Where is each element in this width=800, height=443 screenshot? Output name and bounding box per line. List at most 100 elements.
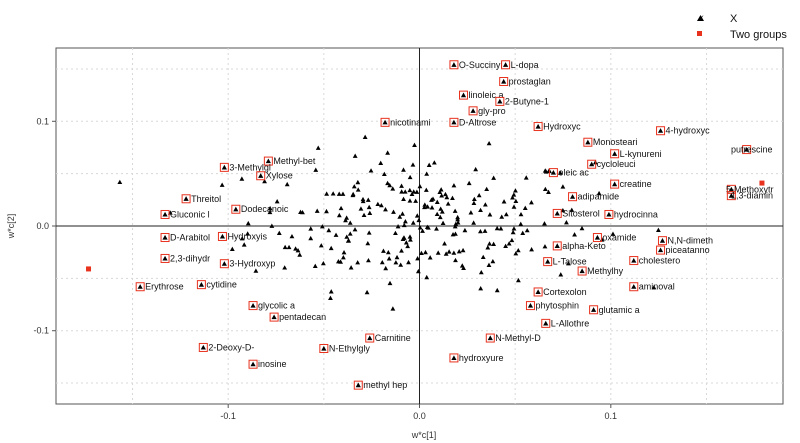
cloud-point-52 <box>347 220 353 225</box>
point-marker-24 <box>233 206 239 212</box>
point-highlight-box-8 <box>533 122 543 132</box>
cloud-point-135 <box>456 249 462 254</box>
data-point-13: 3-Methylgl <box>219 162 271 172</box>
cloud-point-169 <box>403 240 409 245</box>
point-highlight-box-5 <box>468 106 478 116</box>
cloud-point-35 <box>328 245 334 251</box>
point-marker-15 <box>258 173 264 178</box>
cloud-point-257 <box>245 231 251 236</box>
data-point-49: Carnitine <box>365 333 411 343</box>
point-label-51: inosine <box>258 359 287 369</box>
point-label-30: N,N-dimeth <box>667 236 713 246</box>
cloud-point-18 <box>390 306 396 311</box>
cloud-point-5 <box>239 236 245 241</box>
cloud-point-254 <box>378 160 384 165</box>
cloud-point-246 <box>341 250 347 255</box>
point-marker-8 <box>535 123 541 129</box>
point-label-45: pentadecan <box>279 312 326 322</box>
cloud-point-216 <box>455 214 461 220</box>
cloud-point-81 <box>407 198 413 203</box>
group-point-0 <box>86 266 92 272</box>
cloud-point-149 <box>434 211 440 217</box>
cloud-point-247 <box>419 250 424 256</box>
cloud-point-22 <box>352 227 358 232</box>
point-label-41: Cortexolon <box>543 287 587 297</box>
cloud-point-3 <box>437 214 443 220</box>
cloud-point-171 <box>564 220 569 225</box>
cloud-point-145 <box>394 254 400 260</box>
cloud-point-222 <box>560 184 566 189</box>
cloud-point-211 <box>510 195 515 200</box>
data-point-17: oleic ac <box>548 168 589 178</box>
cloud-point-38 <box>313 167 319 172</box>
point-marker-44 <box>590 307 597 312</box>
cloud-point-108 <box>393 260 399 265</box>
cloud-point-93 <box>506 241 512 246</box>
cloud-point-170 <box>423 249 428 255</box>
cloud-point-150 <box>393 230 398 236</box>
point-highlight-box-52 <box>449 353 459 363</box>
cloud-point-151 <box>401 222 407 228</box>
cloud-point-190 <box>471 200 477 206</box>
data-point-45: pentadecan <box>269 312 326 322</box>
cloud-point-230 <box>399 248 404 253</box>
data-point-46: L-Allothre <box>541 318 589 328</box>
data-point-24: Dodecanoic <box>231 204 289 214</box>
cloud-point-196 <box>651 285 657 290</box>
point-highlight-box-45 <box>269 312 279 322</box>
cloud-point-143 <box>410 220 416 225</box>
y-tick-label-2: -0.1 <box>33 326 49 336</box>
cloud-point-166 <box>510 229 516 235</box>
point-marker-27 <box>162 234 168 240</box>
point-marker-30 <box>659 238 666 243</box>
point-marker-42 <box>250 302 256 308</box>
cloud-point-235 <box>442 241 447 246</box>
point-highlight-box-4 <box>495 96 505 106</box>
cloud-point-24 <box>274 199 280 204</box>
cloud-point-51 <box>383 207 388 212</box>
data-point-37: Erythrose <box>135 282 184 292</box>
square-icon <box>697 31 702 36</box>
point-marker-6 <box>382 119 388 125</box>
x-tick-label-0: -0.1 <box>220 411 236 421</box>
point-label-34: 3-Hydroxyp <box>229 259 275 269</box>
point-marker-21 <box>183 196 189 201</box>
cloud-point-142 <box>340 255 346 260</box>
legend: X Two groups <box>697 13 787 41</box>
cloud-point-111 <box>284 181 290 187</box>
cloud-point-213 <box>414 189 420 194</box>
cloud-point-136 <box>385 180 390 186</box>
cloud-point-224 <box>416 217 422 223</box>
cloud-point-185 <box>610 231 616 236</box>
point-label-20: 1,3-diamin <box>731 191 773 201</box>
cloud-point-147 <box>338 259 344 264</box>
point-highlight-box-9 <box>656 126 666 136</box>
cloud-point-107 <box>360 198 366 204</box>
data-point-25: hydrocinna <box>604 209 658 219</box>
point-label-29: oxamide <box>602 233 636 243</box>
cloud-point-199 <box>365 197 371 202</box>
point-marker-46 <box>543 320 549 326</box>
point-label-42: glycolic a <box>258 301 295 311</box>
cloud-point-10 <box>494 225 500 231</box>
point-highlight-box-27 <box>160 233 170 243</box>
point-marker-17 <box>550 170 557 175</box>
cloud-point-45 <box>401 196 406 202</box>
cloud-point-194 <box>486 140 492 146</box>
cloud-point-178 <box>478 228 483 234</box>
data-point-21: Threitol <box>181 194 221 204</box>
cloud-point-164 <box>455 217 461 222</box>
cloud-point-95 <box>366 230 372 235</box>
point-highlight-box-10 <box>583 137 593 147</box>
cloud-point-88 <box>546 189 551 195</box>
point-marker-3 <box>460 92 467 98</box>
cloud-point-27 <box>501 199 507 204</box>
cloud-point-67 <box>324 191 330 196</box>
cloud-point-227 <box>402 189 408 194</box>
cloud-point-220 <box>405 243 411 249</box>
cloud-point-120 <box>440 220 446 225</box>
point-marker-47 <box>487 335 493 341</box>
point-highlight-box-26 <box>552 208 562 218</box>
cloud-point-131 <box>509 237 515 243</box>
point-marker-18 <box>612 181 618 187</box>
